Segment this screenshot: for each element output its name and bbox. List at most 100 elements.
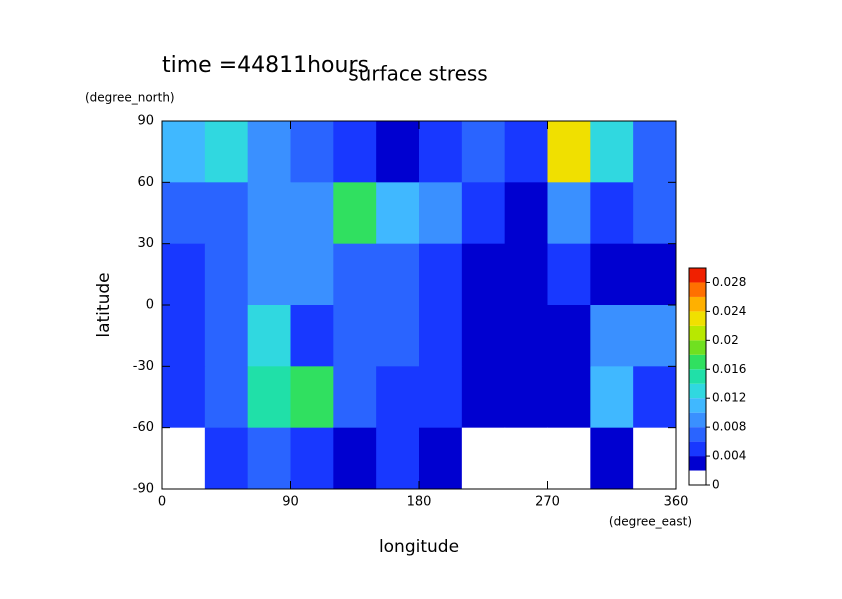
field-cell — [333, 305, 377, 367]
field-cell — [247, 121, 291, 183]
field-cell — [633, 305, 677, 367]
colorbar-swatch — [689, 456, 706, 471]
field-cell — [247, 243, 291, 306]
x-unit: (degree_east) — [609, 515, 692, 529]
y-tick-label: -30 — [133, 359, 154, 374]
field-cell — [547, 121, 591, 183]
field-cell — [590, 182, 634, 245]
field-cell — [162, 182, 206, 245]
colorbar-frame — [688, 267, 707, 486]
field-cell — [376, 182, 420, 245]
field-cell — [290, 427, 334, 490]
subtitle: time =44811hours — [162, 53, 369, 78]
field-cell — [204, 427, 249, 490]
field-cell — [290, 182, 334, 245]
field-cell — [376, 243, 420, 306]
field-cell — [376, 305, 420, 367]
field-cell — [247, 182, 291, 245]
field-cell — [376, 366, 420, 429]
colorbar-swatch — [689, 398, 706, 413]
field-cell — [461, 427, 506, 490]
field-cell — [419, 121, 463, 183]
field-cell — [590, 427, 634, 490]
y-tick-label: 0 — [146, 298, 154, 313]
field-cell — [461, 243, 506, 306]
field-cell — [547, 427, 591, 490]
colorbar-swatch — [689, 470, 706, 485]
field-cell — [419, 366, 463, 429]
field-cell — [333, 427, 377, 490]
y-label: latitude — [94, 272, 114, 337]
field-cell — [419, 427, 463, 490]
colorbar-swatch — [689, 282, 706, 297]
colorbar-swatch — [689, 296, 706, 312]
colorbar-swatch — [689, 268, 706, 283]
field-cell — [162, 243, 206, 306]
field-cell — [333, 243, 377, 306]
field-cell — [290, 243, 334, 306]
colorbar-swatch — [689, 354, 706, 370]
field-cell — [504, 182, 548, 245]
colorbar-tick-label: 0.028 — [712, 275, 746, 289]
field-cell — [419, 182, 463, 245]
colorbar-tick-label: 0.004 — [712, 449, 746, 463]
field-cell — [204, 182, 249, 245]
field-cell — [290, 121, 334, 183]
y-tick-label: -90 — [133, 482, 154, 497]
colorbar-tick-label: 0.008 — [712, 420, 746, 434]
field-cell — [333, 182, 377, 245]
colorbar-swatch — [689, 325, 706, 341]
field-cell — [504, 305, 548, 367]
field-cell — [461, 305, 506, 367]
x-tick-label: 360 — [664, 495, 689, 510]
colorbar-tick-label: 0.024 — [712, 304, 746, 318]
colorbar-swatch — [689, 427, 706, 442]
field-cell — [461, 366, 506, 429]
field-cell — [162, 427, 206, 490]
field-cell — [547, 243, 591, 306]
field-cell — [633, 121, 677, 183]
field-cell — [504, 121, 548, 183]
field-cell — [590, 243, 634, 306]
colorbar-swatch — [689, 369, 706, 384]
field-cell — [290, 366, 334, 429]
y-tick-label: 60 — [137, 175, 154, 190]
field-cell — [504, 427, 548, 490]
field-cell — [162, 305, 206, 367]
field-cell — [376, 121, 420, 183]
field-cell — [633, 182, 677, 245]
x-tick-label: 270 — [535, 495, 560, 510]
field-cell — [504, 366, 548, 429]
field-cell — [547, 182, 591, 245]
y-tick-label: 90 — [137, 114, 154, 129]
field-cell — [376, 427, 420, 490]
field — [162, 121, 677, 490]
x-tick-label: 0 — [158, 495, 166, 510]
y-tick-label: -60 — [133, 420, 154, 435]
colorbar-swatch — [689, 383, 706, 399]
colorbar-swatch — [689, 311, 706, 326]
colorbar-tick-label: 0.02 — [712, 333, 739, 347]
colorbar-tick-label: 0.016 — [712, 362, 746, 376]
field-cell — [204, 305, 249, 367]
field-cell — [633, 243, 677, 306]
field-cell — [547, 305, 591, 367]
colorbar-swatch — [689, 340, 706, 355]
field-cell — [247, 305, 291, 367]
field-cell — [333, 366, 377, 429]
colorbar-swatch — [689, 441, 706, 457]
field-cell — [204, 366, 249, 429]
colorbar-tick-label: 0 — [712, 478, 720, 492]
field-cell — [633, 366, 677, 429]
x-tick-label: 180 — [407, 495, 432, 510]
y-unit: (degree_north) — [85, 91, 175, 105]
field-cell — [461, 121, 506, 183]
field-cell — [204, 243, 249, 306]
field-cell — [504, 243, 548, 306]
field-cell — [333, 121, 377, 183]
colorbar-tick-label: 0.012 — [712, 391, 746, 405]
field-cell — [419, 243, 463, 306]
field-cell — [162, 121, 206, 183]
chart-title: surface stress — [348, 62, 487, 86]
